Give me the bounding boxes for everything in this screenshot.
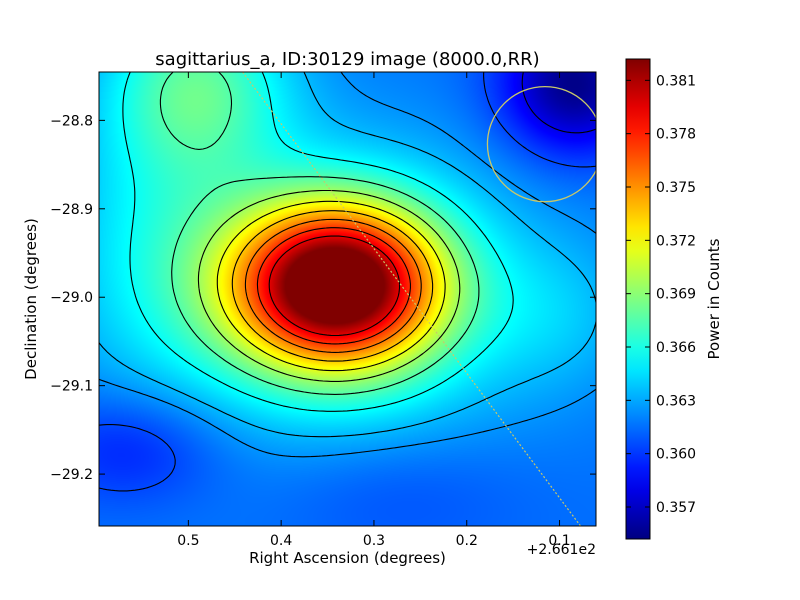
colorbar-tick-label: 0.369 (656, 287, 696, 303)
y-tick-label: −28.9 (50, 202, 93, 218)
y-axis-ticks: −28.8 −28.9 −29.0 −29.1 −29.2 (50, 113, 596, 483)
y-axis-label: Declination (degrees) (22, 218, 40, 380)
source-region-circle (486, 85, 596, 203)
x-tick-label: 0.4 (270, 533, 292, 549)
contour-level-3 (99, 72, 596, 438)
contour-level-10 (256, 227, 411, 345)
x-offset-label: +2.661e2 (527, 542, 596, 558)
colorbar-ticks: 0.357 0.360 0.363 0.366 0.369 0.372 0.375 0.378… (626, 73, 696, 516)
colorbar-tick-label: 0.363 (656, 393, 696, 409)
colorbar-tick-label: 0.378 (656, 127, 696, 143)
x-tick-label: 0.1 (548, 533, 570, 549)
x-tick-label: 0.3 (363, 533, 385, 549)
colorbar-tick-label: 0.381 (656, 73, 696, 89)
colorbar-gradient (625, 58, 651, 540)
plot-frame (98, 71, 597, 527)
x-axis-label: Right Ascension (degrees) (249, 549, 446, 567)
x-tick-label: 0.2 (456, 533, 478, 549)
y-tick-label: −28.8 (50, 113, 93, 129)
contour-level-4 (122, 72, 514, 412)
colorbar-tick-label: 0.366 (656, 340, 696, 356)
colorbar-label: Power in Counts (705, 238, 723, 359)
contour-level-6 (197, 189, 461, 382)
contour-lines (99, 72, 596, 492)
contour-level-7 (216, 200, 446, 372)
contour-level-9 (244, 218, 422, 353)
colorbar: 0.357 0.360 0.363 0.366 0.369 0.372 0.375 0.378… (625, 58, 723, 540)
contour-level-5 (159, 72, 480, 395)
y-tick-label: −29.2 (50, 467, 93, 483)
x-tick-label: 0.5 (177, 533, 199, 549)
colorbar-tick-label: 0.360 (656, 447, 696, 463)
x-axis-ticks: 0.5 0.4 0.3 0.2 0.1 (177, 72, 571, 549)
y-tick-label: −29.0 (50, 290, 93, 306)
contour-level-0 (521, 72, 596, 134)
colorbar-tick-label: 0.375 (656, 180, 696, 196)
colorbar-tick-label: 0.357 (656, 500, 696, 516)
heatmap-image (99, 72, 596, 526)
contour-level-1 (99, 72, 596, 492)
contour-level-2 (99, 72, 596, 458)
colorbar-tick-label: 0.372 (656, 233, 696, 249)
contour-level-8 (231, 210, 434, 362)
chart-title: sagittarius_a, ID:30129 image (8000.0,RR… (155, 49, 539, 70)
plot-area: 0.5 0.4 0.3 0.2 0.1 −28.8 −28.9 −29.0 −29.1 −29.… (50, 71, 597, 549)
contour-level-11 (268, 235, 401, 337)
y-tick-label: −29.1 (50, 379, 93, 395)
